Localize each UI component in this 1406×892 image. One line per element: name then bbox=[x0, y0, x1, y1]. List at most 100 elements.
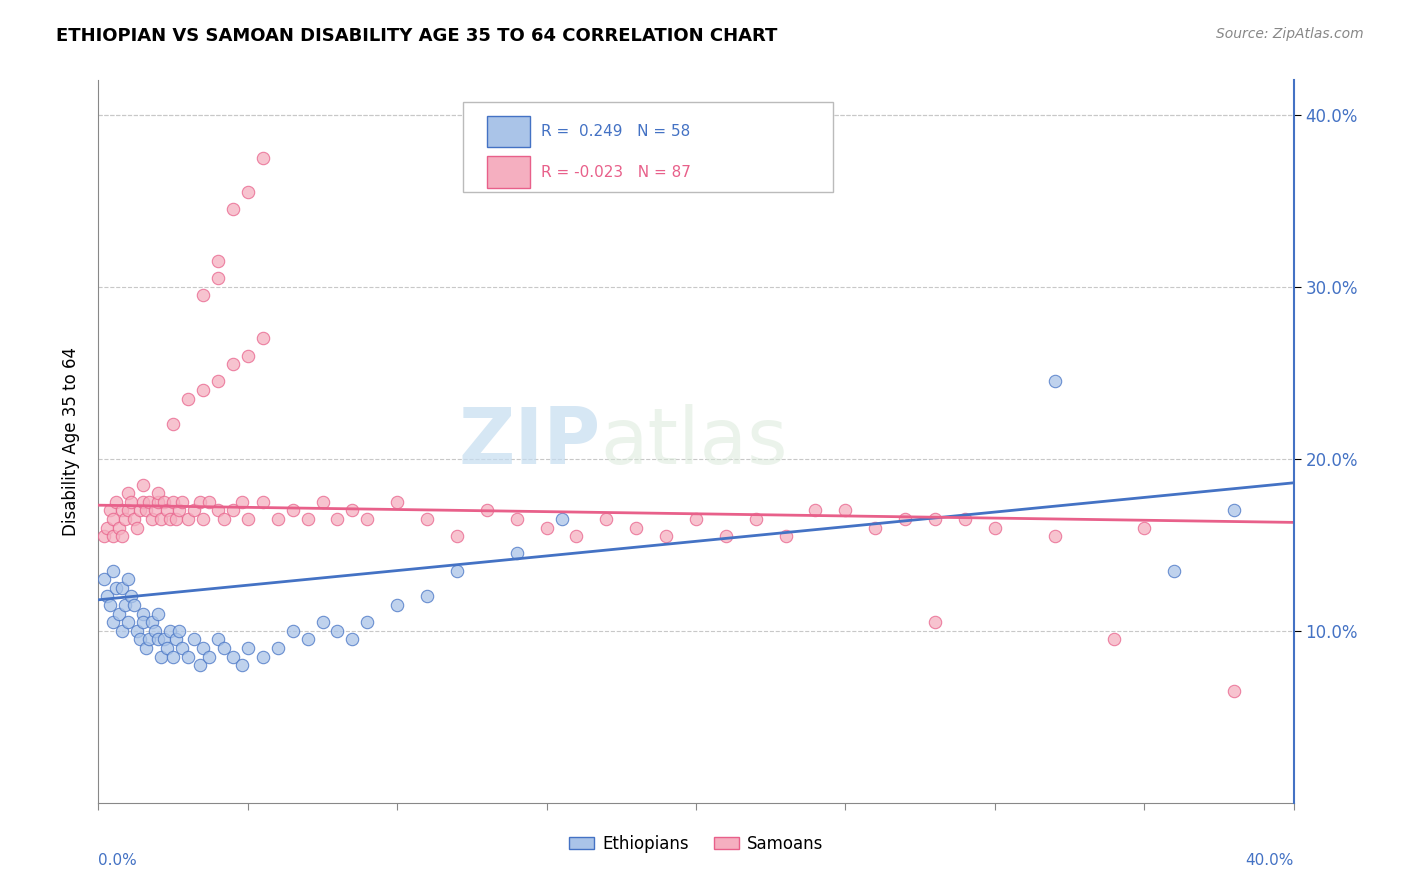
Point bbox=[148, 486, 170, 500]
Point bbox=[150, 649, 173, 664]
Point bbox=[159, 512, 181, 526]
Point bbox=[536, 520, 558, 534]
Point bbox=[222, 503, 245, 517]
Point bbox=[207, 632, 229, 647]
Point bbox=[141, 512, 163, 526]
Point bbox=[446, 529, 468, 543]
Point bbox=[281, 624, 304, 638]
Point bbox=[267, 512, 290, 526]
Point bbox=[153, 632, 176, 647]
Point bbox=[135, 640, 157, 655]
Point bbox=[311, 494, 333, 508]
Point bbox=[188, 658, 211, 673]
Point bbox=[105, 581, 128, 595]
Point bbox=[252, 494, 274, 508]
Point bbox=[894, 512, 917, 526]
Text: R = -0.023   N = 87: R = -0.023 N = 87 bbox=[541, 164, 690, 179]
Point bbox=[188, 494, 211, 508]
Point bbox=[297, 632, 319, 647]
Point bbox=[124, 598, 146, 612]
Point bbox=[124, 512, 146, 526]
Point bbox=[191, 640, 214, 655]
Point bbox=[198, 649, 221, 664]
Point bbox=[150, 512, 173, 526]
FancyBboxPatch shape bbox=[486, 116, 530, 147]
Point bbox=[252, 151, 274, 165]
Point bbox=[148, 607, 170, 621]
Point bbox=[132, 615, 155, 630]
Point bbox=[252, 331, 274, 345]
Point bbox=[96, 590, 118, 604]
Text: R =  0.249   N = 58: R = 0.249 N = 58 bbox=[541, 124, 690, 139]
Point bbox=[167, 503, 190, 517]
Point bbox=[326, 624, 349, 638]
Point bbox=[626, 520, 648, 534]
Point bbox=[342, 632, 364, 647]
Point bbox=[148, 632, 170, 647]
Point bbox=[138, 632, 160, 647]
Point bbox=[207, 375, 229, 389]
Point bbox=[111, 529, 134, 543]
Point bbox=[135, 503, 157, 517]
Point bbox=[685, 512, 707, 526]
Point bbox=[342, 503, 364, 517]
Point bbox=[385, 598, 409, 612]
Point bbox=[132, 494, 155, 508]
Point bbox=[714, 529, 737, 543]
Point bbox=[165, 512, 187, 526]
Point bbox=[129, 632, 152, 647]
Point bbox=[93, 572, 115, 586]
Point bbox=[127, 520, 149, 534]
Point bbox=[117, 615, 139, 630]
Point bbox=[148, 494, 170, 508]
Point bbox=[191, 512, 214, 526]
Point bbox=[105, 494, 128, 508]
Point bbox=[111, 581, 134, 595]
Point bbox=[172, 640, 194, 655]
Point bbox=[117, 486, 139, 500]
Point bbox=[177, 512, 200, 526]
Point bbox=[212, 512, 235, 526]
Point bbox=[326, 512, 349, 526]
FancyBboxPatch shape bbox=[486, 156, 530, 188]
Point bbox=[745, 512, 768, 526]
Point bbox=[222, 202, 245, 217]
Point bbox=[595, 512, 617, 526]
Point bbox=[143, 503, 166, 517]
Point bbox=[103, 615, 125, 630]
Point bbox=[183, 632, 205, 647]
Point bbox=[108, 607, 131, 621]
Point bbox=[162, 417, 184, 432]
Point bbox=[138, 494, 160, 508]
Point bbox=[924, 615, 946, 630]
Text: Source: ZipAtlas.com: Source: ZipAtlas.com bbox=[1216, 27, 1364, 41]
Point bbox=[153, 494, 176, 508]
Point bbox=[1223, 684, 1246, 698]
Point bbox=[446, 564, 468, 578]
Point bbox=[865, 520, 887, 534]
Point bbox=[127, 624, 149, 638]
Point bbox=[132, 477, 155, 491]
Point bbox=[252, 649, 274, 664]
FancyBboxPatch shape bbox=[463, 102, 834, 193]
Point bbox=[98, 503, 122, 517]
Point bbox=[953, 512, 976, 526]
Point bbox=[550, 512, 572, 526]
Point bbox=[108, 520, 131, 534]
Point bbox=[159, 624, 181, 638]
Point bbox=[984, 520, 1007, 534]
Point bbox=[117, 572, 139, 586]
Point bbox=[385, 494, 409, 508]
Point bbox=[834, 503, 856, 517]
Point bbox=[804, 503, 827, 517]
Point bbox=[1043, 529, 1066, 543]
Point bbox=[207, 503, 229, 517]
Point bbox=[120, 590, 142, 604]
Point bbox=[103, 564, 125, 578]
Point bbox=[162, 649, 184, 664]
Text: ETHIOPIAN VS SAMOAN DISABILITY AGE 35 TO 64 CORRELATION CHART: ETHIOPIAN VS SAMOAN DISABILITY AGE 35 TO… bbox=[56, 27, 778, 45]
Point bbox=[506, 546, 529, 560]
Point bbox=[222, 357, 245, 371]
Point bbox=[167, 624, 190, 638]
Point bbox=[311, 615, 333, 630]
